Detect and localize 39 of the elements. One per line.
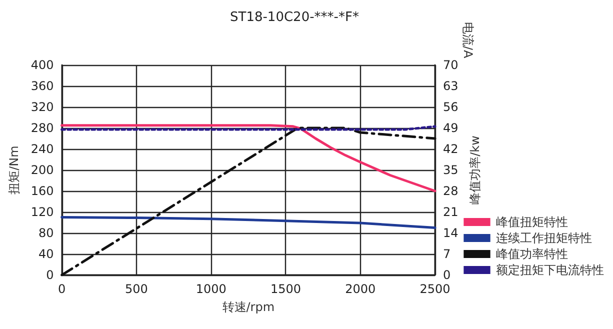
x-tick-label: 2000 bbox=[345, 282, 376, 296]
line-series bbox=[60, 216, 436, 229]
y-tick-label: 320 bbox=[30, 100, 54, 114]
y-tick-label: 280 bbox=[30, 121, 54, 135]
y-tick-label: 240 bbox=[30, 142, 54, 156]
text: 电流/A bbox=[461, 22, 475, 60]
x-axis-title: 转速/rpm bbox=[222, 300, 275, 314]
y2-tick-label: 63 bbox=[443, 79, 458, 93]
y2-tick-label: 35 bbox=[443, 163, 458, 177]
legend-label: 峰值扭矩特性 bbox=[496, 215, 568, 229]
x-tick-label: 1000 bbox=[196, 282, 226, 296]
y2-tick-label: 70 bbox=[443, 58, 458, 72]
y-tick-label: 120 bbox=[30, 205, 54, 219]
y-tick-label: 160 bbox=[30, 184, 54, 198]
y2-tick-label: 21 bbox=[443, 205, 458, 219]
line-series bbox=[60, 124, 436, 192]
y-axis-title: 扭矩/Nm bbox=[7, 146, 21, 194]
y2-tick-label: 42 bbox=[443, 142, 458, 156]
x-tick-label: 0 bbox=[58, 282, 66, 296]
y-tick-label: 360 bbox=[30, 79, 54, 93]
y2-tick-label: 7 bbox=[443, 247, 451, 261]
y-tick-label: 80 bbox=[38, 226, 54, 240]
x-tick-label: 2500 bbox=[420, 282, 450, 296]
y2-tick-label: 14 bbox=[443, 226, 458, 240]
y-tick-label: 200 bbox=[30, 163, 54, 177]
chart-title: ST18-10C20-***-*F* bbox=[230, 10, 360, 25]
y2-axis-title: 峰值功率/kw bbox=[468, 135, 482, 204]
y-tick-label: 40 bbox=[38, 247, 54, 261]
y-tick-label: 0 bbox=[46, 268, 54, 282]
legend-label: 连续工作扭矩特性 bbox=[496, 231, 592, 245]
y2-tick-label: 49 bbox=[443, 121, 458, 135]
x-tick-label: 500 bbox=[124, 282, 148, 296]
y-tick-label: 400 bbox=[30, 58, 54, 72]
y2-tick-label: 28 bbox=[443, 184, 458, 198]
y2-tick-label: 0 bbox=[443, 268, 451, 282]
legend-label: 峰值功率特性 bbox=[496, 247, 568, 261]
legend-label: 额定扭矩下电流特性 bbox=[496, 263, 604, 277]
x-tick-label: 1500 bbox=[270, 282, 301, 296]
y2-tick-label: 56 bbox=[443, 100, 458, 114]
